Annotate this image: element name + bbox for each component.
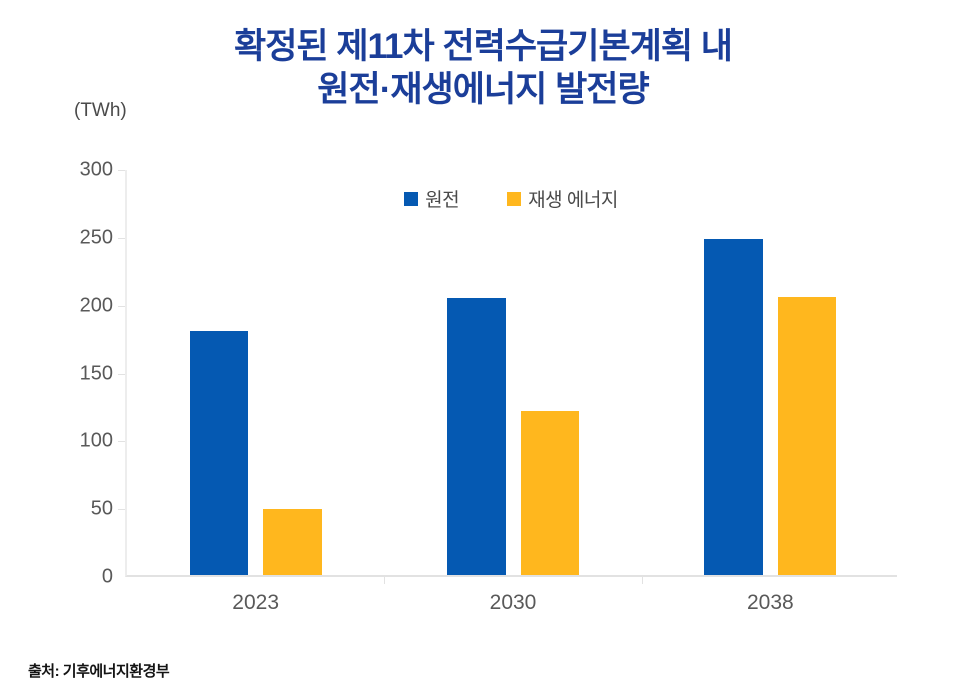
y-axis-tick-mark-300 [118, 170, 125, 171]
bar-원전-2023 [189, 330, 249, 575]
y-axis-tick-label-100: 100 [79, 429, 113, 452]
x-axis-boundary-tick-1 [384, 577, 386, 584]
y-axis-tick-label-300: 300 [79, 158, 113, 181]
y-axis-tick-mark-50 [118, 509, 125, 511]
y-axis-tick-label-200: 200 [79, 294, 113, 317]
source-note: 출처: 기후에너지환경부 [28, 663, 170, 680]
legend-label-renewable: 재생 에너지 [528, 190, 618, 211]
legend: 원전 재생 에너지 [125, 185, 897, 212]
bar-재생 에너지-2030 [520, 410, 579, 575]
legend-label-nuclear: 원전 [425, 190, 460, 211]
x-axis-boundary-tick-2 [641, 577, 643, 584]
bar-재생 에너지-2038 [777, 296, 837, 575]
bar-재생 에너지-2023 [263, 508, 322, 575]
y-axis-tick-label-0: 0 [101, 565, 113, 588]
chart-title-line1: 확정된 제11차 전력수급기본계획 내 [234, 27, 733, 66]
legend-item-renewable: 재생 에너지 [507, 185, 618, 212]
bar-원전-2038 [704, 238, 763, 575]
plot-area: 0 50 100 150 200 250 300 2023 2030 2038 [80, 159, 897, 614]
chart-title: 확정된 제11차 전력수급기본계획 내 원전·재생에너지 발전량 [0, 26, 966, 111]
y-axis-tick-label-250: 250 [79, 226, 113, 249]
y-axis-unit-label: (TWh) [74, 100, 127, 121]
y-axis-tick-mark-100 [118, 441, 125, 443]
x-axis-label-2023: 2023 [232, 591, 280, 614]
bar-원전-2030 [447, 298, 506, 575]
legend-swatch-renewable [507, 191, 522, 206]
y-axis-tick-mark-250 [118, 237, 125, 239]
legend-swatch-nuclear [404, 191, 419, 206]
x-axis-label-2038: 2038 [746, 591, 794, 614]
y-axis-tick-mark-200 [118, 305, 125, 307]
y-axis-tick-label-50: 50 [90, 497, 113, 520]
y-axis-tick-label-150: 150 [79, 362, 113, 384]
y-axis-tick-mark-150 [118, 373, 125, 375]
x-axis-label-2030: 2030 [489, 591, 537, 614]
chart-title-line2: 원전·재생에너지 발전량 [317, 69, 649, 109]
legend-item-nuclear: 원전 [404, 185, 460, 212]
